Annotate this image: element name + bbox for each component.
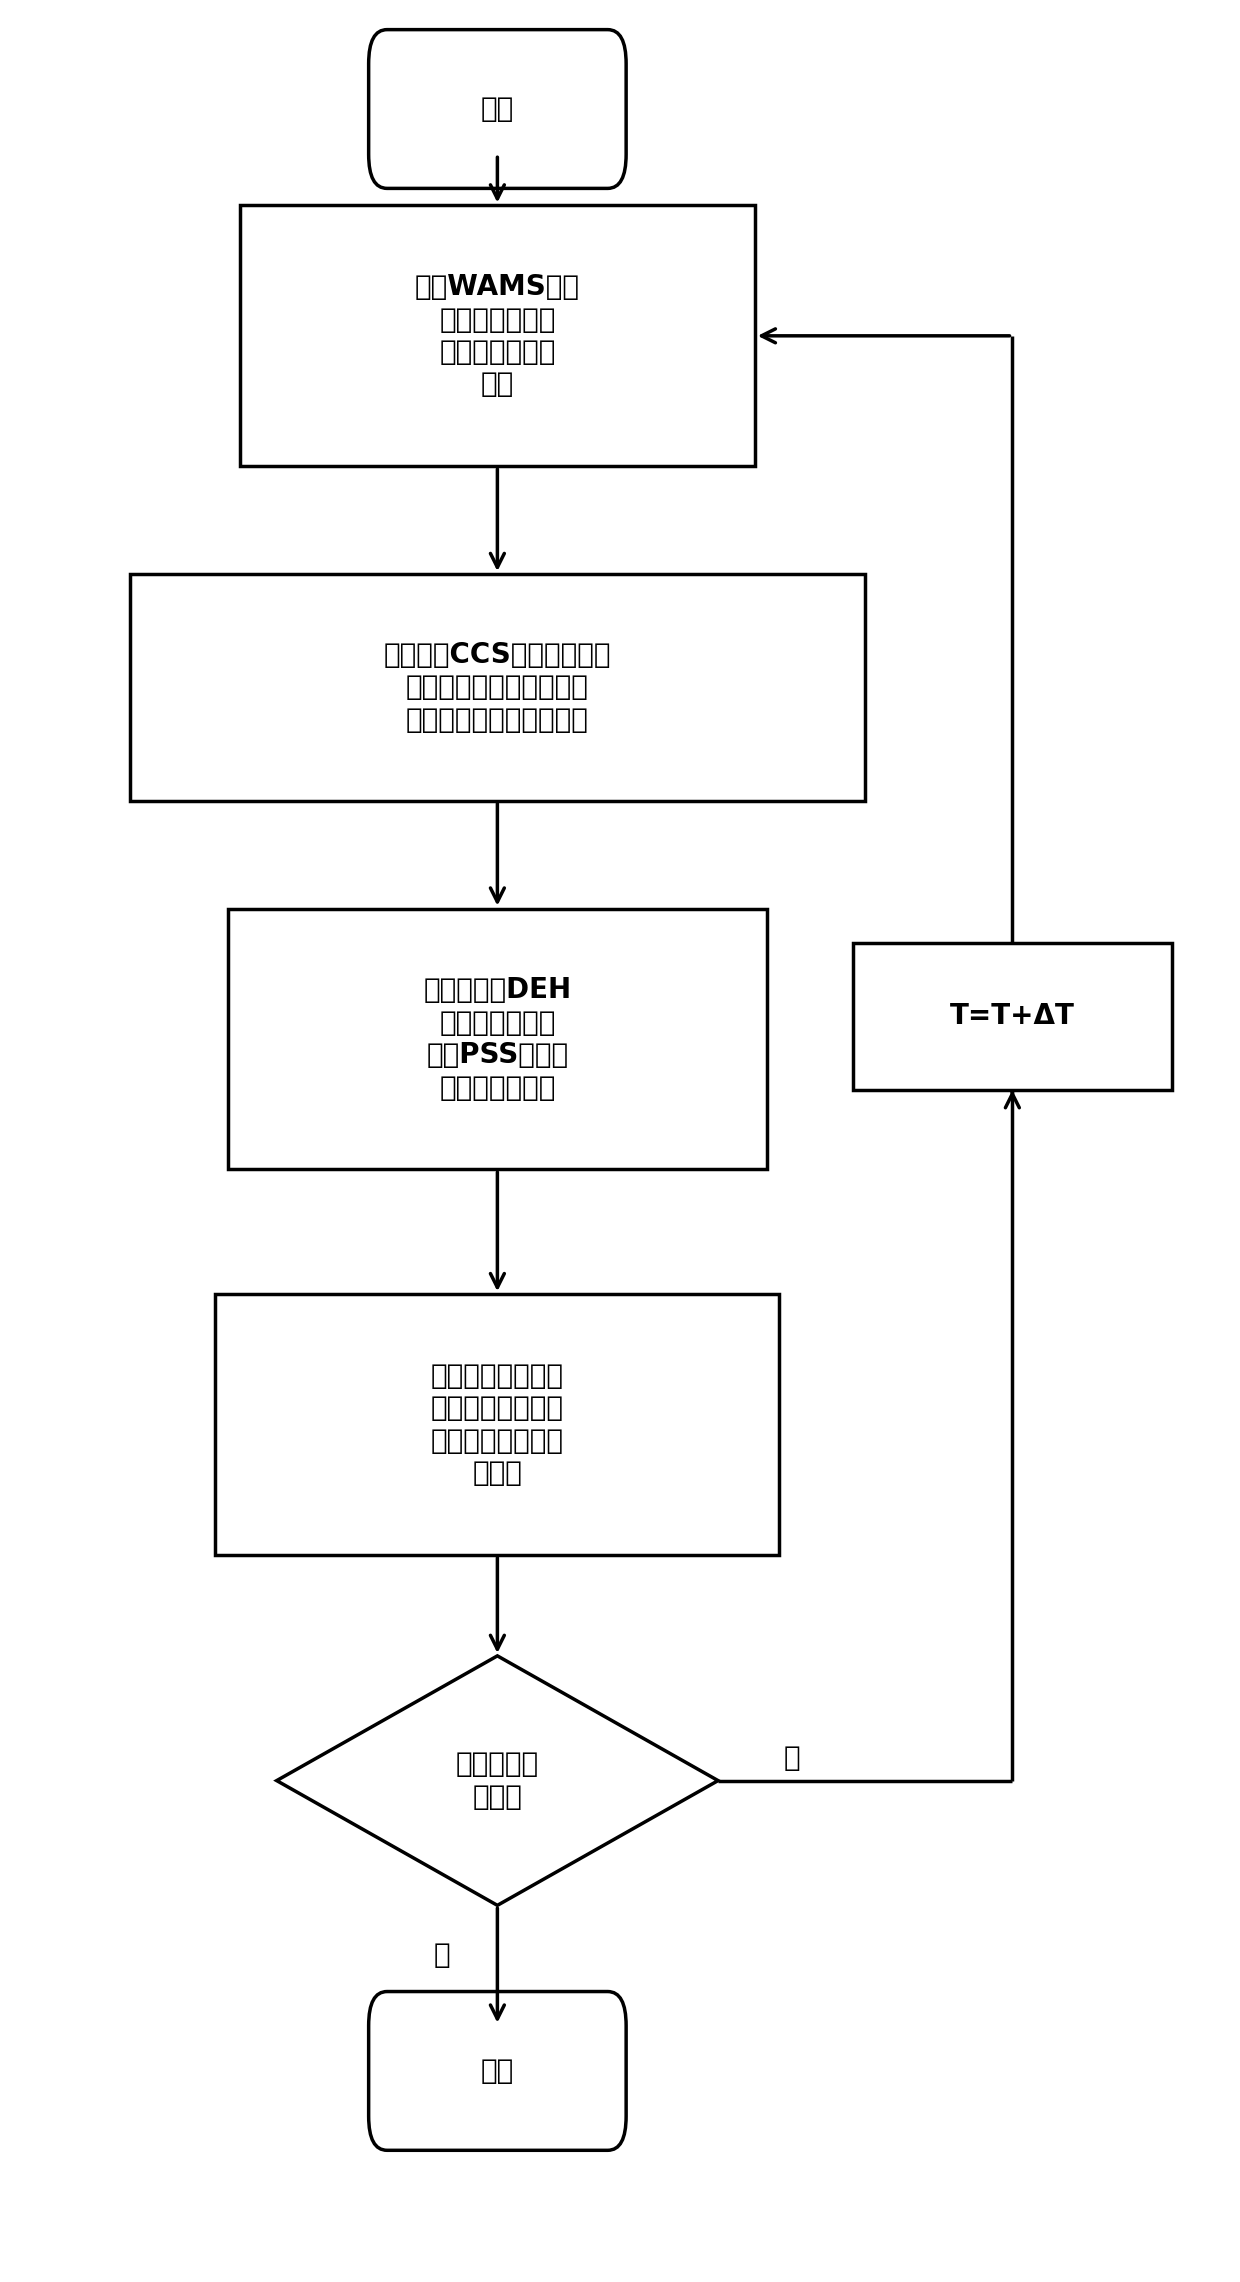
Text: 结束: 结束 [481, 2056, 515, 2086]
Text: 开始: 开始 [481, 96, 515, 123]
Text: 综合各分系统参数
合理性裕度，得出
机组的整体承受扰
动裕度: 综合各分系统参数 合理性裕度，得出 机组的整体承受扰 动裕度 [430, 1362, 564, 1488]
Text: 是否实时连
续运行: 是否实时连 续运行 [456, 1750, 539, 1812]
Text: 否: 否 [434, 1942, 450, 1969]
Text: 分析汽轮机DEH
调节特性，励磁
以及PSS系统参
数设置的合理性: 分析汽轮机DEH 调节特性，励磁 以及PSS系统参 数设置的合理性 [423, 977, 572, 1102]
Text: 读取WAMS实时
运行数据并收集
机组性能及逻辑
资料: 读取WAMS实时 运行数据并收集 机组性能及逻辑 资料 [415, 274, 580, 399]
Text: 是: 是 [784, 1743, 800, 1771]
Text: T=T+ΔT: T=T+ΔT [950, 1002, 1075, 1029]
Text: 分析机组CCS环节各滤波模
块、功率控制器模块参数
设置与组态顺序的合理性: 分析机组CCS环节各滤波模 块、功率控制器模块参数 设置与组态顺序的合理性 [383, 641, 611, 735]
